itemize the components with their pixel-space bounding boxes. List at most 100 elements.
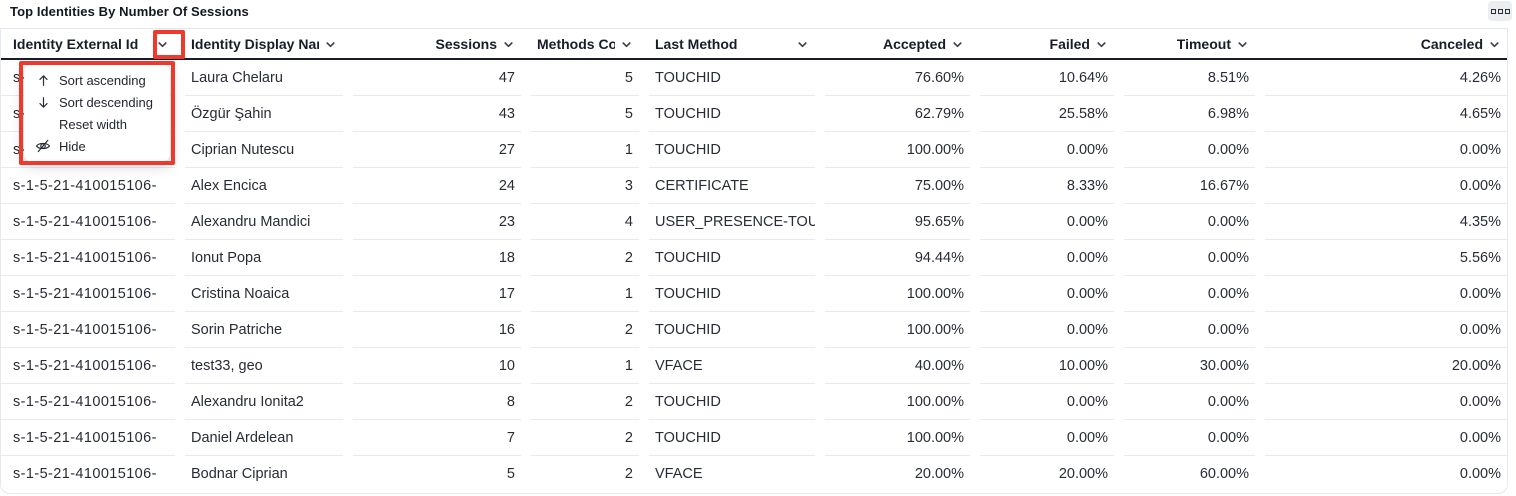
column-header-label: Methods Count <box>537 35 615 52</box>
column-header-last-method[interactable]: Last Method <box>649 29 815 58</box>
cell-identity-display-name: Sorin Patriche <box>185 312 343 348</box>
cell-identity-external-id: s-1-5-21-410015106- <box>1 348 175 384</box>
cell-timeout: 60.00% <box>1199 466 1249 482</box>
column-header-label: Accepted <box>882 35 946 52</box>
table-card: Identity External Id Identity Display Na… <box>0 28 1508 494</box>
cell-identity-external-id: s-1-5-21-410015106- <box>1 276 175 312</box>
cell-identity-external-id: s-1-5-21-410015106- <box>1 168 175 204</box>
menu-item-hide[interactable]: Hide <box>24 135 170 157</box>
menu-item-sort-descending[interactable]: Sort descending <box>24 91 170 113</box>
cell-failed: 20.00% <box>1058 466 1108 482</box>
cell-failed: 10.00% <box>980 348 1114 384</box>
panel-options-button[interactable] <box>1488 1 1512 21</box>
cell-accepted: 75.00% <box>825 168 970 204</box>
cell-methods-count: 3 <box>531 168 639 204</box>
cell-methods-count: 1 <box>531 276 639 312</box>
chevron-down-icon[interactable] <box>324 38 337 51</box>
column-header-identity-external-id[interactable]: Identity External Id <box>1 29 175 58</box>
menu-item-label: Sort descending <box>59 94 153 110</box>
cell-last-method: USER_PRESENCE-TOUC <box>649 204 815 240</box>
cell-methods-count: 1 <box>531 348 639 384</box>
cell-last-method: TOUCHID <box>649 420 815 456</box>
column-header-methods-count[interactable]: Methods Count <box>531 29 639 58</box>
column-header-identity-display-name[interactable]: Identity Display Name <box>185 29 343 58</box>
cell-sessions: 24 <box>353 168 521 204</box>
cell-last-method: TOUCHID <box>649 132 815 168</box>
cell-failed: 25.58% <box>980 96 1114 132</box>
chevron-down-icon[interactable] <box>156 38 169 51</box>
cell-identity-external-id: s-1-5-21-410015106- <box>1 420 175 456</box>
cell-canceled: 0.00% <box>1265 132 1507 168</box>
cell-identity-display-name: test33, geo <box>185 348 343 384</box>
cell-accepted: 100.00% <box>825 276 970 312</box>
cell-sessions: 43 <box>353 96 521 132</box>
cell-last-method: VFACE <box>655 466 703 482</box>
cell-failed: 8.33% <box>980 168 1114 204</box>
table-row: s-1-5-21-410015106- Alexandru Ionita2 8 … <box>1 384 1507 420</box>
cell-methods-count: 5 <box>531 96 639 132</box>
column-header-label: Identity External Id <box>13 35 139 52</box>
table-row: s-1-5-21-410015106- Ionut Popa 18 2 TOUC… <box>1 240 1507 276</box>
cell-identity-external-id: s-1-5-21-410015106- <box>13 466 157 482</box>
chevron-down-icon[interactable] <box>796 38 809 51</box>
cell-identity-external-id: s-1-5-21-410015106- <box>1 204 175 240</box>
cell-timeout: 8.51% <box>1124 60 1255 96</box>
cell-timeout: 0.00% <box>1124 240 1255 276</box>
cell-identity-external-id: s-1-5-21-410015106- <box>1 384 175 420</box>
cell-accepted: 40.00% <box>825 348 970 384</box>
cell-methods-count: 2 <box>531 312 639 348</box>
chevron-down-icon[interactable] <box>951 38 964 51</box>
cell-identity-display-name: Daniel Ardelean <box>185 420 343 456</box>
page-title: Top Identities By Number Of Sessions <box>10 4 249 19</box>
table-row: s-1-5-21-410015106- Alexandru Mandici 23… <box>1 204 1507 240</box>
cell-sessions: 18 <box>353 240 521 276</box>
cell-sessions: 47 <box>353 60 521 96</box>
menu-item-sort-ascending[interactable]: Sort ascending <box>24 69 170 91</box>
cell-methods-count: 2 <box>531 240 639 276</box>
column-header-label: Failed <box>1049 35 1090 52</box>
cell-canceled: 0.00% <box>1265 168 1507 204</box>
chevron-down-icon[interactable] <box>1488 38 1501 51</box>
cell-accepted: 95.65% <box>825 204 970 240</box>
column-header-accepted[interactable]: Accepted <box>825 29 970 58</box>
column-header-failed[interactable]: Failed <box>980 29 1114 58</box>
arrow-up-icon <box>35 74 51 87</box>
cell-identity-external-id: s-1-5-21-410015106- <box>1 312 175 348</box>
table-header-row: Identity External Id Identity Display Na… <box>1 29 1507 60</box>
cell-identity-display-name: Bodnar Ciprian <box>191 466 288 482</box>
column-header-label: Timeout <box>1176 35 1231 52</box>
cell-identity-display-name: Ionut Popa <box>185 240 343 276</box>
column-header-canceled[interactable]: Canceled <box>1265 29 1507 58</box>
table-row: s-1-5-21-410015106- test33, geo 10 1 VFA… <box>1 348 1507 384</box>
cell-timeout: 0.00% <box>1124 204 1255 240</box>
chevron-down-icon[interactable] <box>620 38 633 51</box>
cell-timeout: 0.00% <box>1124 312 1255 348</box>
cell-identity-display-name: Alex Encica <box>185 168 343 204</box>
cell-identity-display-name: Cristina Noaica <box>185 276 343 312</box>
cell-sessions: 5 <box>506 466 515 482</box>
cell-last-method: TOUCHID <box>649 240 815 276</box>
cell-identity-display-name: Alexandru Ionita2 <box>185 384 343 420</box>
squares-icon <box>1490 8 1496 14</box>
squares-icon <box>1504 8 1510 14</box>
cell-identity-display-name: Ciprian Nutescu <box>185 132 343 168</box>
cell-last-method: TOUCHID <box>649 312 815 348</box>
menu-item-reset-width[interactable]: Reset width <box>24 113 170 135</box>
cell-canceled: 4.65% <box>1265 96 1507 132</box>
cell-timeout: 0.00% <box>1124 276 1255 312</box>
column-header-sessions[interactable]: Sessions <box>353 29 521 58</box>
cell-timeout: 0.00% <box>1124 420 1255 456</box>
cell-canceled: 5.56% <box>1265 240 1507 276</box>
chevron-down-icon[interactable] <box>1236 38 1249 51</box>
cell-identity-display-name: Alexandru Mandici <box>185 204 343 240</box>
cell-failed: 0.00% <box>980 276 1114 312</box>
column-header-timeout[interactable]: Timeout <box>1124 29 1255 58</box>
cell-sessions: 16 <box>353 312 521 348</box>
menu-item-label: Hide <box>59 138 86 154</box>
chevron-down-icon[interactable] <box>1095 38 1108 51</box>
column-header-label: Identity Display Name <box>191 35 319 52</box>
cell-methods-count: 5 <box>531 60 639 96</box>
cell-sessions: 8 <box>353 384 521 420</box>
chevron-down-icon[interactable] <box>502 38 515 51</box>
